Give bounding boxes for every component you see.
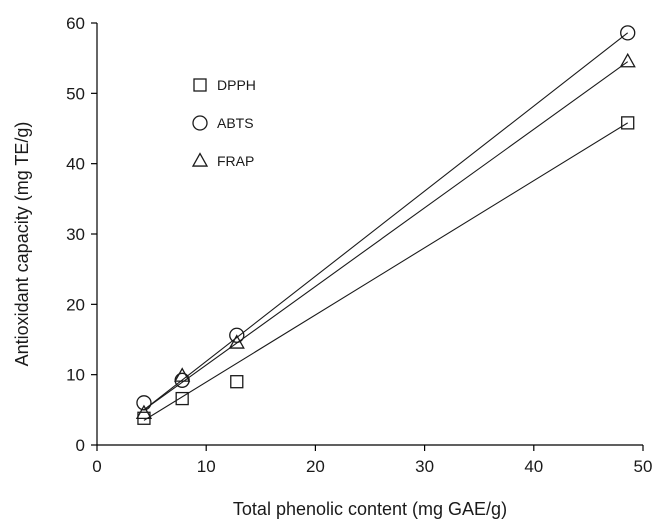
dpph-fit-line xyxy=(143,122,629,421)
y-tick-label: 10 xyxy=(66,366,85,385)
x-tick-label: 20 xyxy=(306,457,325,476)
ticks: 0 10 20 30 40 50 0 10 20 30 40 50 60 xyxy=(66,14,652,476)
x-tick-label: 30 xyxy=(415,457,434,476)
frap-point xyxy=(619,52,636,68)
x-tick-label: 40 xyxy=(524,457,543,476)
frap-point xyxy=(174,367,191,382)
legend-abts-marker xyxy=(192,115,208,131)
legend-frap-label: FRAP xyxy=(217,153,254,169)
abts-point xyxy=(136,395,152,411)
fit-lines xyxy=(143,32,629,421)
frap-fit-line xyxy=(143,61,629,411)
y-tick-label: 20 xyxy=(66,295,85,314)
frap-point xyxy=(135,404,153,420)
legend: DPPH ABTS FRAP xyxy=(191,77,256,169)
abts-point xyxy=(229,327,245,343)
abts-fit-line xyxy=(143,32,629,411)
legend-frap-marker xyxy=(191,152,209,167)
y-tick-label: 40 xyxy=(66,155,85,174)
y-tick-label: 60 xyxy=(66,14,85,33)
legend-dpph-label: DPPH xyxy=(217,77,256,93)
markers xyxy=(135,25,636,425)
legend-abts-label: ABTS xyxy=(217,115,254,131)
y-axis-title: Antioxidant capacity (mg TE/g) xyxy=(12,122,32,367)
dpph-point xyxy=(175,391,189,406)
y-tick-label: 0 xyxy=(76,436,85,455)
dpph-point xyxy=(230,375,244,389)
dpph-point xyxy=(621,116,635,130)
x-tick-label: 10 xyxy=(197,457,216,476)
x-tick-label: 50 xyxy=(634,457,653,476)
legend-dpph-marker xyxy=(193,78,207,92)
x-axis-title: Total phenolic content (mg GAE/g) xyxy=(233,499,507,519)
y-tick-label: 50 xyxy=(66,84,85,103)
x-tick-label: 0 xyxy=(92,457,101,476)
y-tick-label: 30 xyxy=(66,225,85,244)
frap-point xyxy=(228,334,245,349)
abts-point xyxy=(620,25,636,41)
